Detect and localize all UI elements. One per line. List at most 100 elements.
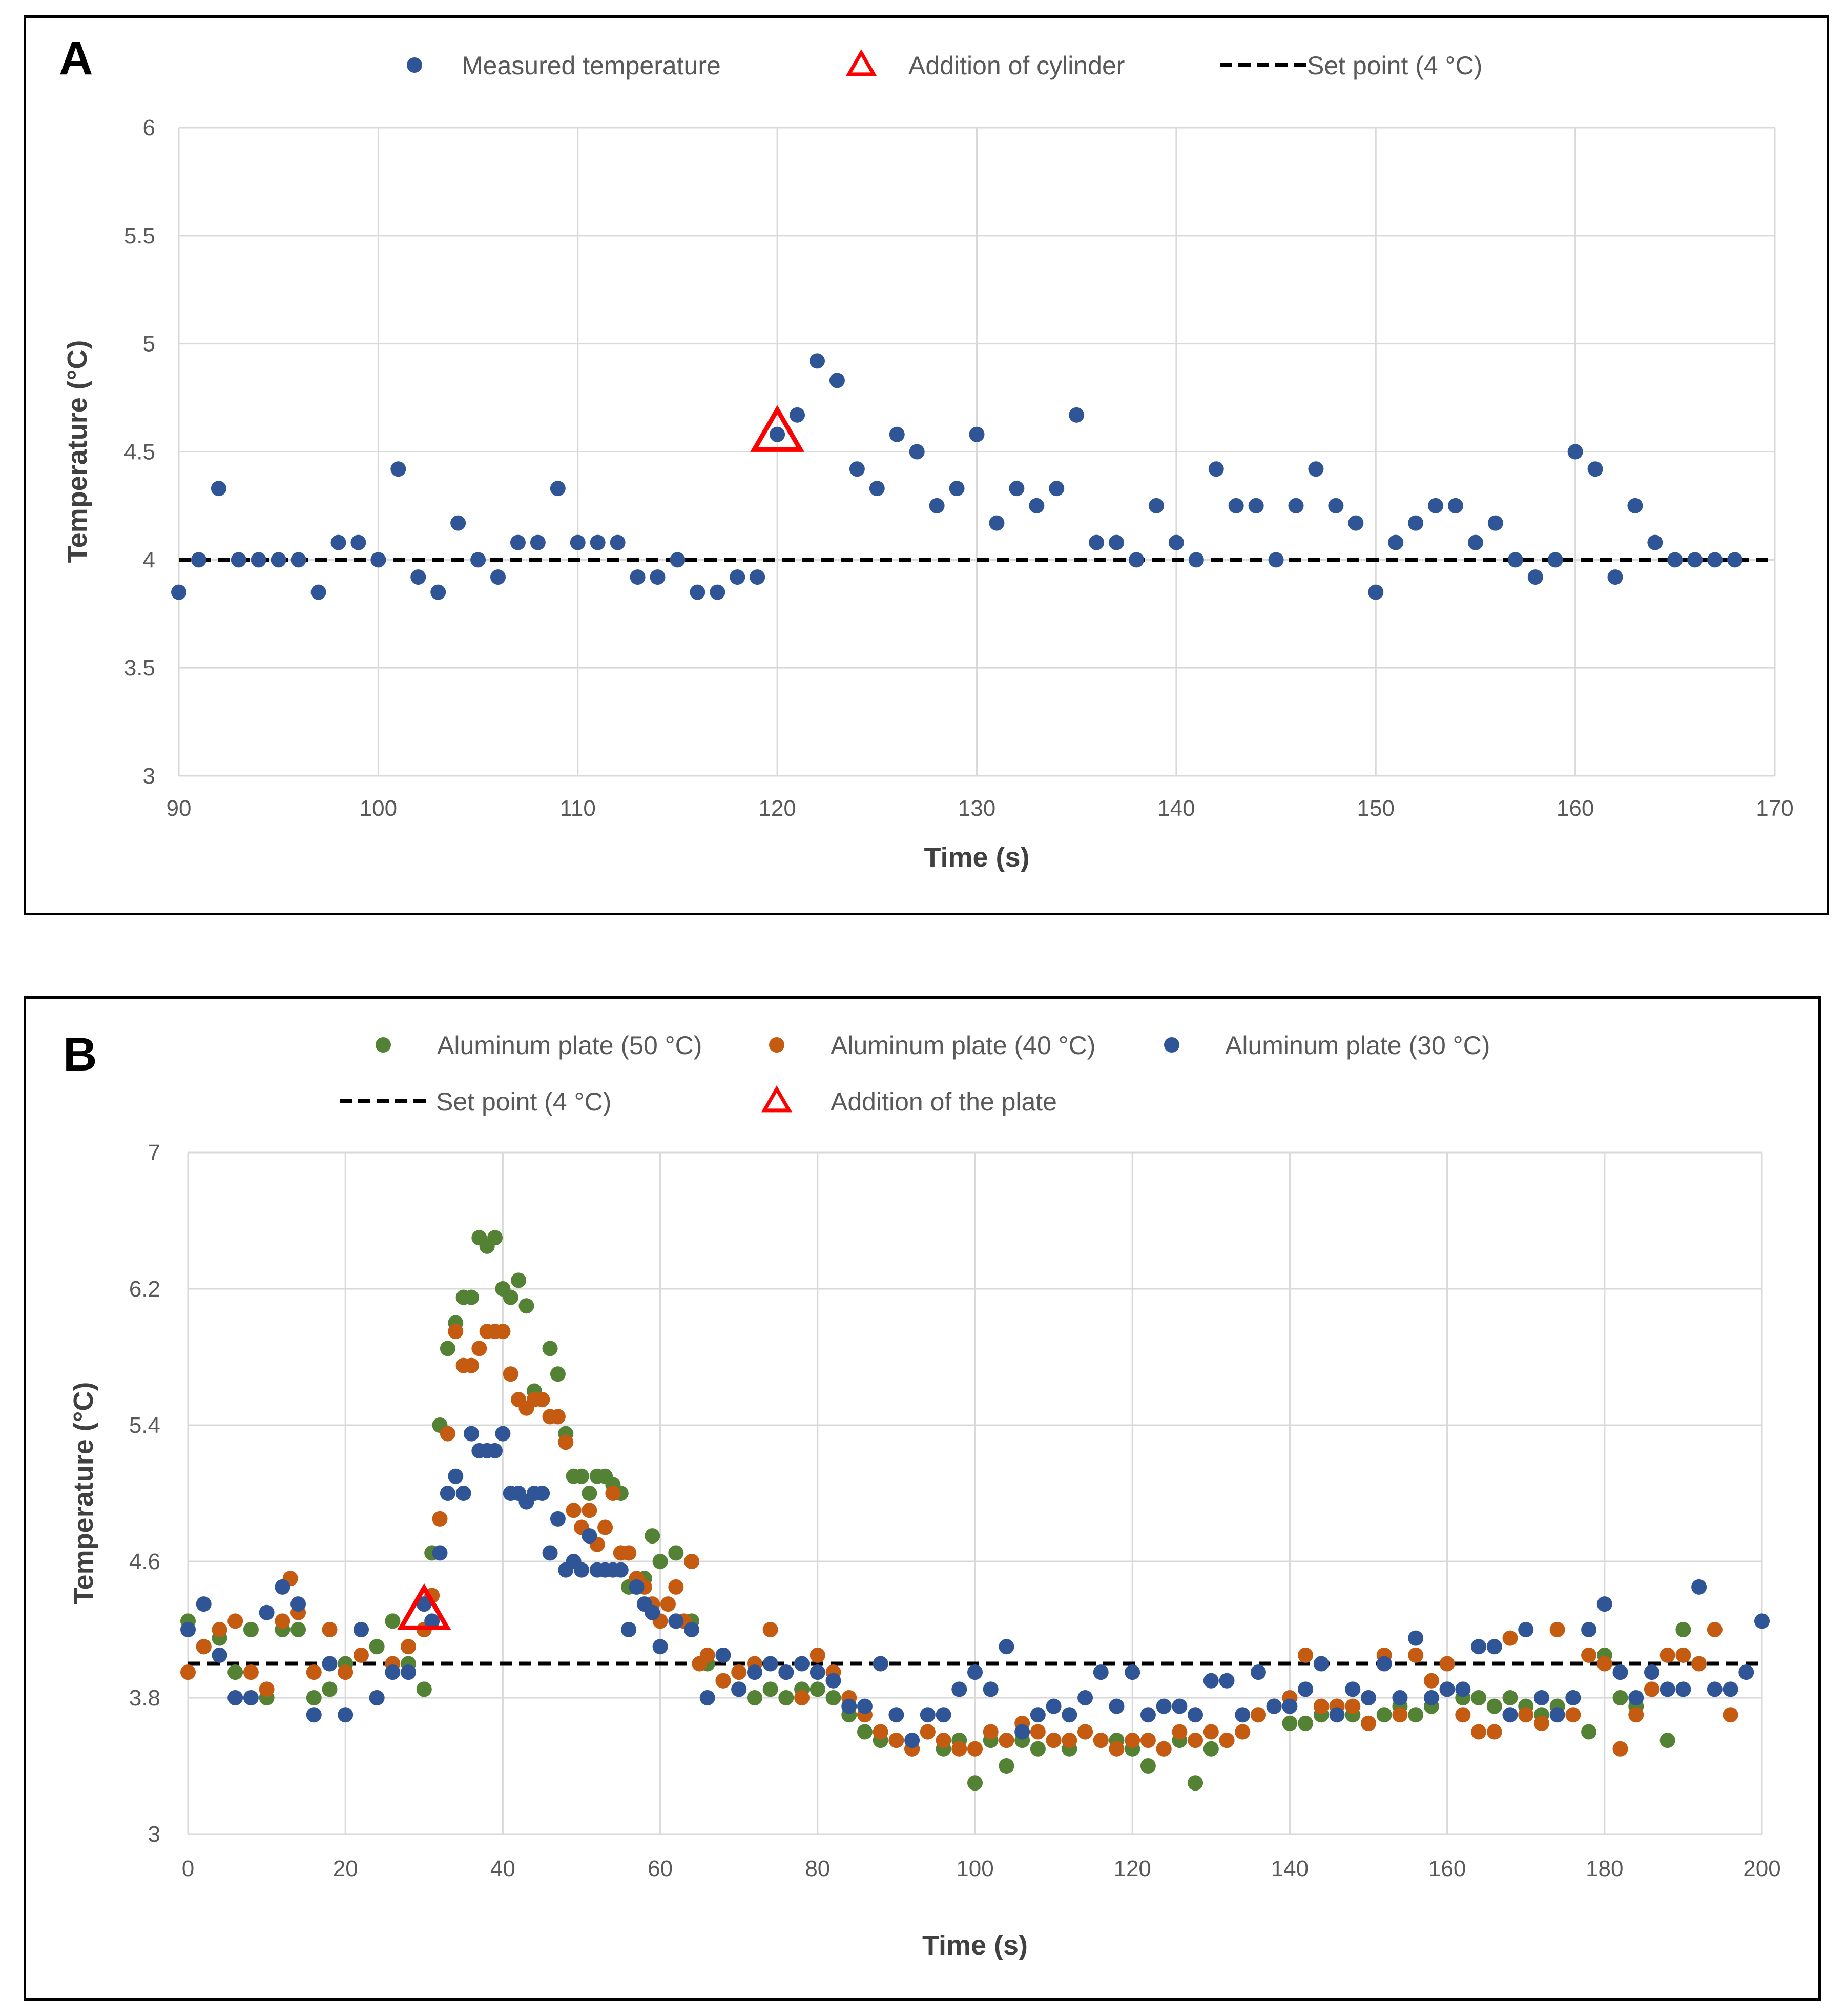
data-point-series-3 [180, 1622, 196, 1637]
data-point-series-3 [227, 1690, 243, 1705]
data-point-series-3 [1439, 1681, 1455, 1697]
data-point-series-3 [212, 1647, 227, 1663]
data-point-series-2 [967, 1741, 983, 1757]
data-point-series-3 [1549, 1707, 1565, 1723]
data-point-series-3 [440, 1486, 455, 1501]
panel-label-b: B [63, 1028, 97, 1081]
data-point-series-3 [259, 1604, 275, 1620]
data-point-series-2 [1644, 1681, 1659, 1697]
data-point-series-1 [645, 1528, 660, 1544]
data-point-series-1 [790, 407, 805, 423]
data-point-series-2 [1188, 1733, 1203, 1748]
data-point-series-3 [275, 1579, 290, 1595]
data-point-series-1 [440, 1341, 455, 1356]
data-point-series-1 [650, 569, 666, 585]
x-axis-title: Time (s) [924, 842, 1029, 873]
data-point-series-1 [271, 552, 286, 568]
data-point-series-1 [487, 1230, 503, 1246]
data-point-series-2 [1062, 1733, 1077, 1748]
chart-a: A 3 3.5 4 4.5 5 5.5 6 90 100 110 120 130 140 150 160 170… [59, 32, 1794, 873]
legend-swatch-dot [376, 1037, 391, 1053]
data-point-series-1 [857, 1724, 873, 1740]
data-point-series-1 [1089, 534, 1105, 550]
data-point-series-1 [1581, 1724, 1597, 1740]
data-point-series-1 [1069, 407, 1085, 423]
data-point-series-3 [967, 1664, 983, 1680]
legend-label: Set point (4 °C) [1307, 51, 1482, 80]
data-point-series-2 [1723, 1707, 1738, 1723]
data-point-series-1 [350, 534, 366, 550]
data-point-series-3 [1471, 1639, 1487, 1655]
x-tick-label: 170 [1756, 796, 1793, 821]
data-point-series-3 [629, 1579, 645, 1595]
data-point-series-3 [1502, 1707, 1518, 1723]
data-point-series-1 [390, 461, 406, 477]
data-point-series-3 [1266, 1698, 1282, 1714]
data-point-series-3 [369, 1690, 385, 1705]
data-point-series-3 [582, 1528, 597, 1544]
x-tick-label: 140 [1157, 796, 1195, 821]
data-point-series-1 [849, 461, 865, 477]
data-point-series-3 [1172, 1698, 1188, 1714]
data-point-series-1 [530, 534, 546, 550]
data-point-series-2 [558, 1434, 574, 1450]
data-point-series-1 [191, 552, 206, 568]
data-point-series-1 [450, 515, 466, 531]
data-point-series-1 [630, 569, 646, 585]
data-point-series-3 [1250, 1664, 1266, 1680]
legend-label: Measured temperature [462, 51, 721, 80]
x-tick-label: 90 [167, 796, 192, 821]
x-tick-label: 100 [360, 796, 397, 821]
data-point-series-2 [1408, 1647, 1424, 1663]
data-point-series-3 [1723, 1681, 1738, 1697]
data-point-series-2 [1423, 1673, 1439, 1689]
data-point-series-1 [369, 1639, 385, 1655]
y-tick-label: 5.4 [129, 1413, 160, 1438]
x-tick-label: 110 [560, 796, 596, 821]
data-point-series-2 [227, 1613, 243, 1629]
data-point-series-2 [243, 1664, 259, 1680]
legend-label: Addition of the plate [831, 1087, 1057, 1116]
chart-b: B 3 3.8 4.6 5.4 6.2 7 0 20 40 60 80 100 120 140 160 180 2… [63, 1028, 1781, 1961]
data-point-series-3 [1313, 1656, 1329, 1672]
data-point-series-2 [1549, 1622, 1565, 1637]
data-point-series-1 [1049, 481, 1065, 497]
data-point-series-1 [1612, 1690, 1628, 1705]
data-point-series-2 [597, 1519, 613, 1535]
data-point-series-1 [1129, 552, 1144, 568]
data-point-series-2 [1439, 1656, 1455, 1672]
data-point-series-1 [385, 1613, 401, 1629]
data-point-series-2 [668, 1579, 684, 1595]
data-point-series-3 [487, 1443, 503, 1458]
data-point-series-1 [570, 534, 586, 550]
data-point-series-1 [550, 481, 566, 497]
data-point-series-3 [857, 1698, 873, 1714]
data-point-series-3 [652, 1639, 668, 1655]
data-point-series-3 [455, 1486, 471, 1501]
data-point-series-1 [1282, 1715, 1298, 1731]
data-point-series-3 [1125, 1664, 1140, 1680]
data-point-series-3 [1455, 1681, 1471, 1697]
data-point-series-3 [825, 1673, 841, 1689]
data-point-series-2 [566, 1503, 582, 1518]
data-point-series-1 [730, 569, 745, 585]
data-point-series-3 [1046, 1698, 1062, 1714]
data-point-series-3 [645, 1604, 660, 1620]
data-point-series-3 [495, 1426, 511, 1442]
data-point-series-2 [196, 1639, 212, 1655]
data-point-series-1 [463, 1289, 479, 1305]
y-axis-title: Temperature (°C) [68, 1382, 99, 1605]
x-tick-label: 160 [1557, 796, 1594, 821]
data-point-series-3 [936, 1707, 951, 1723]
x-tick-label: 200 [1743, 1856, 1780, 1881]
data-point-series-1 [967, 1775, 983, 1791]
data-point-series-1 [550, 1366, 566, 1382]
data-point-series-2 [322, 1622, 338, 1637]
data-point-series-1 [810, 353, 825, 369]
data-point-series-1 [1647, 534, 1663, 550]
legend-label: Aluminum plate (50 °C) [437, 1031, 702, 1060]
data-point-series-3 [841, 1698, 857, 1714]
data-point-series-2 [1125, 1733, 1140, 1748]
data-point-series-1 [590, 534, 606, 550]
data-point-series-1 [1486, 1698, 1502, 1714]
